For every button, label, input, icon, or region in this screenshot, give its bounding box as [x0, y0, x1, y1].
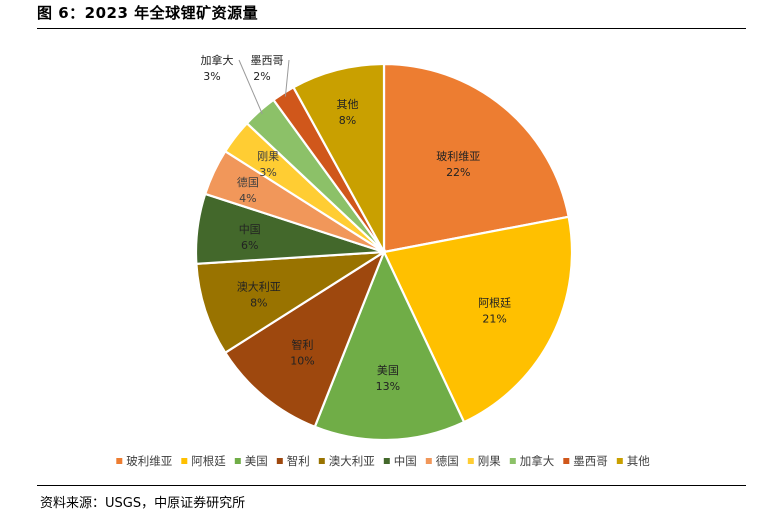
legend-swatch-7: [425, 458, 432, 464]
slice-name-7: 德国: [237, 175, 259, 189]
slice-name-2: 阿根廷: [478, 295, 511, 309]
slice-value-9: 3%: [203, 70, 220, 83]
slice-value-10: 2%: [253, 70, 270, 83]
legend-label-11: 其他: [627, 454, 650, 468]
legend-label-3: 美国: [245, 454, 268, 468]
slice-name-10: 墨西哥: [251, 54, 284, 67]
leader-line-10: [284, 59, 290, 97]
slice-name-9: 加拿大: [201, 53, 234, 67]
legend-swatch-6: [383, 458, 390, 464]
legend-swatch-9: [509, 458, 516, 464]
legend-label-5: 澳大利亚: [329, 454, 375, 468]
top-rule: [37, 28, 746, 29]
slice-value-1: 22%: [446, 166, 470, 179]
slice-value-5: 8%: [250, 297, 267, 310]
slice-name-4: 智利: [292, 338, 314, 352]
legend-label-4: 智利: [287, 454, 310, 468]
legend-swatch-4: [276, 458, 283, 464]
leader-line-9: [238, 59, 263, 115]
slice-value-7: 4%: [239, 192, 256, 205]
pie-slice-5: [195, 250, 385, 355]
legend-swatch-5: [318, 458, 325, 464]
slice-value-8: 3%: [259, 166, 276, 179]
figure-title: 图 6：2023 年全球锂矿资源量: [37, 4, 259, 22]
legend-swatch-8: [467, 458, 474, 464]
legend-swatch-10: [563, 458, 570, 464]
legend-label-9: 加拿大: [520, 454, 555, 468]
legend-label-7: 德国: [436, 454, 459, 468]
slice-labels: 玻利维亚 22% 阿根廷 21% 美国 13% 智利 10% 澳大利亚 8% 中国 6% 德国 4% 刚果 3…: [201, 53, 512, 393]
pie-slice-3: [313, 249, 466, 442]
slice-name-8: 刚果: [257, 150, 279, 163]
legend-swatch-3: [234, 458, 241, 464]
legend: 玻利维亚 阿根廷 美国 智利 澳大利亚 中国 德国 刚果 加拿大 墨西哥 其他: [116, 454, 650, 468]
bottom-rule: [37, 485, 746, 486]
slice-value-11: 8%: [339, 114, 356, 127]
legend-label-2: 阿根廷: [191, 454, 226, 468]
legend-swatch-2: [181, 458, 188, 464]
slice-name-1: 玻利维亚: [436, 150, 480, 163]
legend-label-1: 玻利维亚: [126, 454, 172, 468]
source-note: 资料来源：USGS，中原证券研究所: [40, 496, 246, 511]
legend-swatch-11: [616, 458, 623, 464]
leader-lines: [238, 59, 290, 115]
legend-label-8: 刚果: [478, 454, 501, 468]
legend-swatch-1: [116, 458, 123, 464]
slice-value-4: 10%: [290, 355, 314, 368]
pie-slice-11: [291, 62, 386, 253]
slice-value-2: 21%: [482, 312, 506, 325]
legend-label-6: 中国: [394, 454, 417, 468]
pie-slice-2: [382, 215, 574, 424]
slice-name-5: 澳大利亚: [237, 280, 281, 294]
slice-name-11: 其他: [337, 98, 359, 111]
pie-slice-4: [223, 249, 387, 429]
slice-name-3: 美国: [377, 364, 399, 377]
pie-slices: [194, 62, 574, 442]
legend-label-10: 墨西哥: [573, 454, 608, 468]
pie-slice-1: [382, 62, 570, 254]
slice-value-6: 6%: [241, 239, 258, 252]
slice-value-3: 13%: [376, 380, 400, 393]
slice-name-6: 中国: [239, 223, 261, 236]
